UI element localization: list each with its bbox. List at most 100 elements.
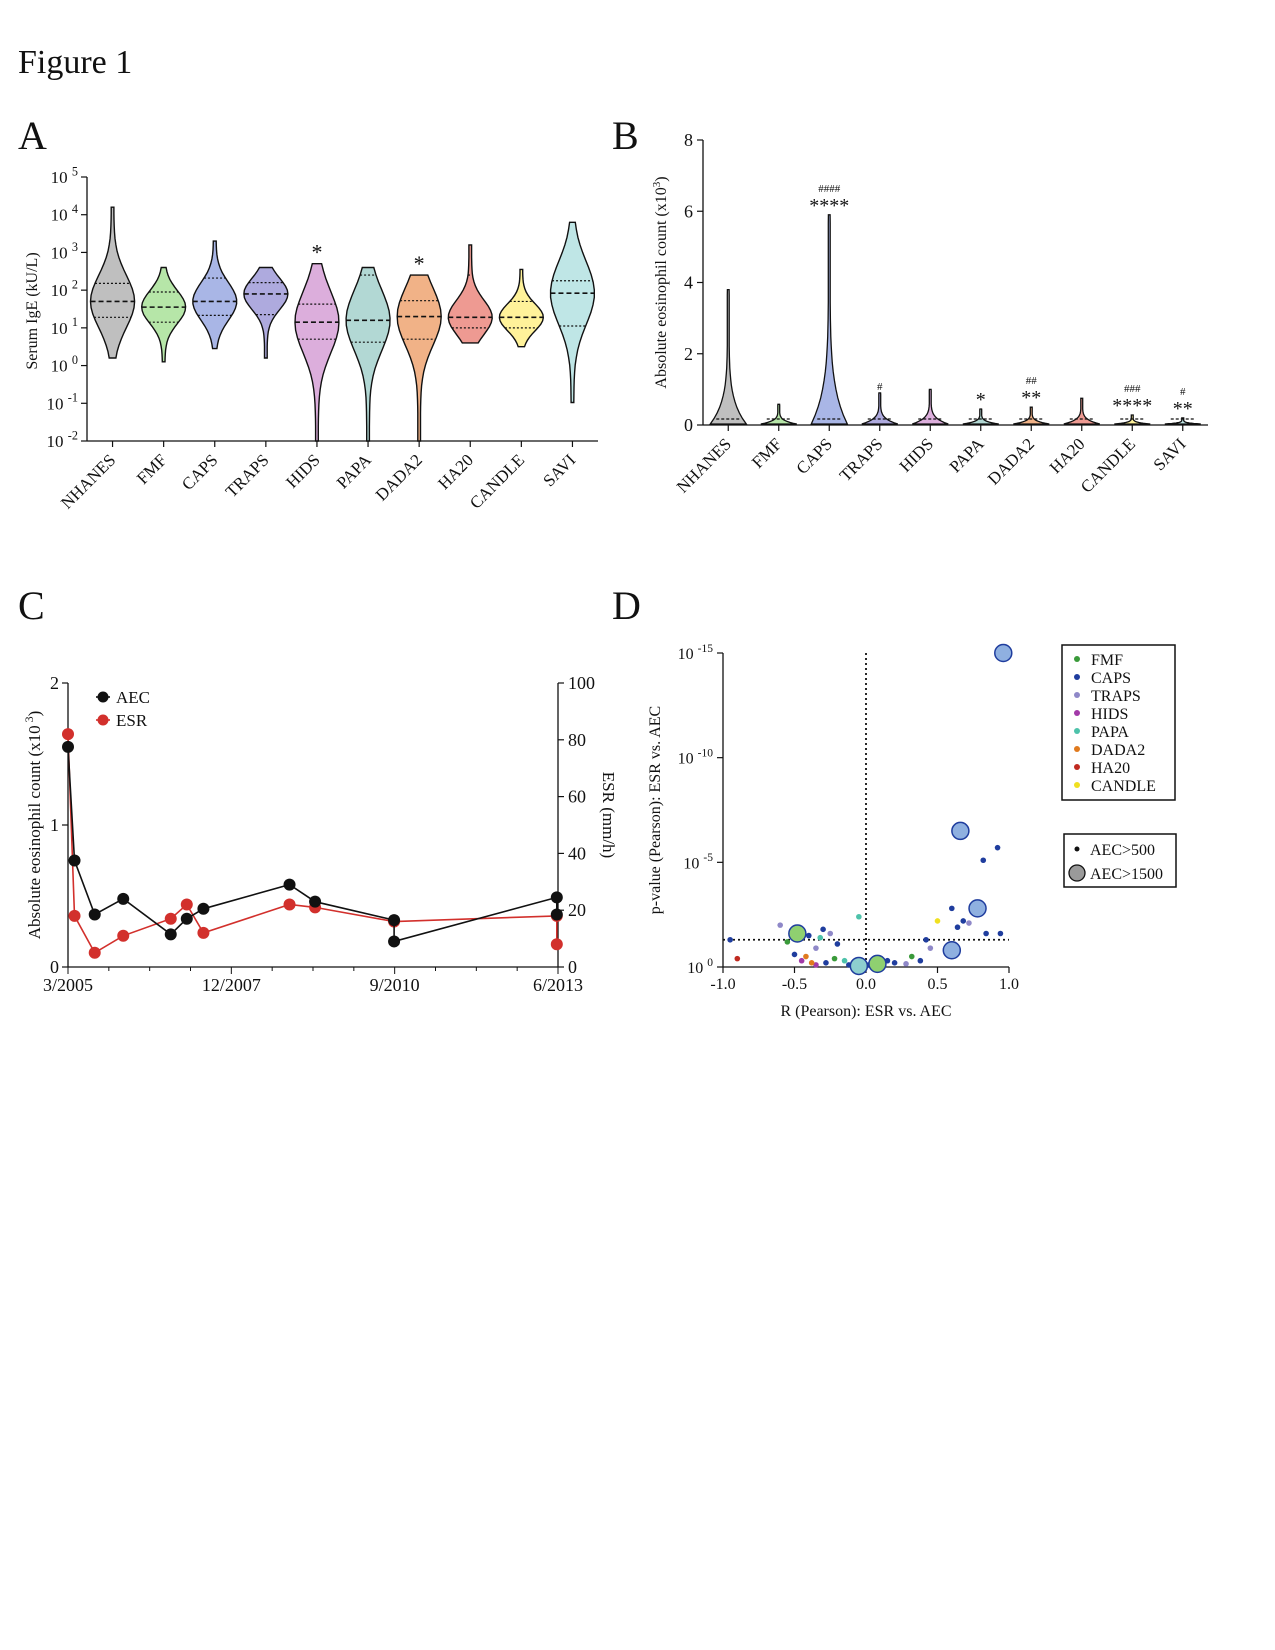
size-legend-label: AEC>500 xyxy=(1090,842,1155,859)
legend-group-label: HA20 xyxy=(1091,760,1130,777)
legend-group-label: HIDS xyxy=(1091,706,1128,723)
x-tick-label: 0.5 xyxy=(928,976,948,993)
legend-group-label: CANDLE xyxy=(1091,778,1156,795)
significance-hash: ## xyxy=(1026,375,1038,387)
violin-savi xyxy=(1164,417,1201,425)
aec-point xyxy=(388,914,401,927)
x-tick-label: DADA2 xyxy=(372,450,426,504)
legend-dot xyxy=(1074,728,1080,734)
small-point xyxy=(813,962,819,968)
panel-label-a: A xyxy=(18,113,47,158)
violin-dada2 xyxy=(1013,406,1050,425)
aec-point xyxy=(117,892,130,905)
y-tick-label: 10 -15 xyxy=(678,643,714,663)
significance-star: * xyxy=(976,389,986,411)
x-tick-label: -1.0 xyxy=(710,976,735,993)
y-tick-label: 8 xyxy=(684,130,693,150)
x-tick-label: 3/2005 xyxy=(43,975,93,995)
small-point xyxy=(806,932,812,939)
legend-marker xyxy=(97,691,109,703)
small-point xyxy=(997,930,1004,937)
y-tick-label: 10 5 xyxy=(51,164,78,187)
violin-candle xyxy=(498,268,545,348)
esr-point xyxy=(68,909,81,922)
panel-label-c: C xyxy=(18,583,45,628)
violin-papa xyxy=(962,408,999,425)
legend-group-label: FMF xyxy=(1091,652,1123,669)
size-legend-large-dot xyxy=(1068,864,1086,882)
legend-dot xyxy=(1074,656,1080,662)
aec-point xyxy=(62,740,74,753)
aec-point xyxy=(197,902,210,915)
panel-label-b: B xyxy=(612,113,639,158)
significance-marker: * xyxy=(414,251,425,276)
small-point xyxy=(856,913,862,920)
small-point xyxy=(734,955,741,962)
violin-nhanes xyxy=(709,288,748,425)
x-tick-label: SAVI xyxy=(539,450,579,490)
legend-group-label: CAPS xyxy=(1091,670,1131,687)
small-point xyxy=(820,926,826,933)
left-tick-label: 1 xyxy=(50,815,59,835)
x-tick-label: TRAPS xyxy=(222,450,273,501)
aec-point xyxy=(550,891,563,904)
small-point xyxy=(954,924,961,931)
violin-caps xyxy=(192,240,238,350)
legend-dot xyxy=(1074,764,1080,770)
x-tick-label: CAPS xyxy=(793,434,837,478)
legend-group-label: DADA2 xyxy=(1091,742,1145,759)
small-point xyxy=(949,905,955,912)
legend-marker xyxy=(97,714,109,726)
significance-star: **** xyxy=(1112,395,1152,417)
x-tick-label: SAVI xyxy=(1150,434,1190,474)
esr-point xyxy=(117,929,130,942)
legend-group-label: TRAPS xyxy=(1091,688,1141,705)
aec-point xyxy=(309,895,322,908)
legend-group-label: PAPA xyxy=(1091,724,1129,741)
legend-label: ESR xyxy=(116,711,148,730)
violin-fmf xyxy=(140,266,187,363)
significance-star: ** xyxy=(1021,387,1041,409)
significance-hash: #### xyxy=(818,183,841,195)
panel-label-d: D xyxy=(612,583,641,628)
x-tick-label: NHANES xyxy=(673,434,735,496)
right-tick-label: 100 xyxy=(568,673,595,693)
y-tick-label: 10 2 xyxy=(51,277,78,300)
significance-hash: ### xyxy=(1124,383,1141,395)
x-tick-label: 1.0 xyxy=(999,976,1019,993)
violin-traps xyxy=(861,392,899,425)
small-point xyxy=(994,844,1001,851)
aec-point xyxy=(180,912,193,925)
esr-point xyxy=(88,946,101,959)
small-point xyxy=(727,936,733,943)
left-tick-label: 0 xyxy=(50,957,59,977)
panel-b-chart: 0 2 4 6 8 Absolute eosinophil count (x103) NHA… xyxy=(651,130,1208,497)
figure-title: Figure 1 xyxy=(18,44,133,81)
violin-hids xyxy=(294,263,340,442)
small-point xyxy=(823,960,829,966)
aec-point xyxy=(550,908,563,921)
small-point xyxy=(841,957,848,964)
y-tick-label: 10 1 xyxy=(51,315,78,338)
right-tick-label: 40 xyxy=(568,843,586,863)
violin-fmf xyxy=(760,403,797,425)
aec-point xyxy=(88,908,101,921)
small-point xyxy=(966,920,972,926)
y-axis-label: Absolute eosinophil count (x103) xyxy=(651,176,670,388)
significance-hash: # xyxy=(877,381,883,393)
panel-a-chart: 10 5 10 4 10 3 10 2 10 1 10 0 10 -1 10 -2 Serum … xyxy=(24,164,598,513)
small-point xyxy=(827,930,834,937)
large-point xyxy=(849,956,869,976)
significance-star: **** xyxy=(809,195,849,217)
violin-papa xyxy=(345,266,391,442)
legend-dot xyxy=(1074,692,1080,698)
significance-star: ** xyxy=(1173,398,1193,420)
y-tick-label: 10 -1 xyxy=(47,391,78,414)
esr-point xyxy=(62,728,74,741)
small-point xyxy=(934,918,941,924)
y-tick-label: 10 0 xyxy=(687,957,713,977)
x-tick-label: HIDS xyxy=(896,434,937,475)
y-tick-label: 10 -2 xyxy=(47,428,78,451)
y-tick-label: 4 xyxy=(684,273,693,293)
